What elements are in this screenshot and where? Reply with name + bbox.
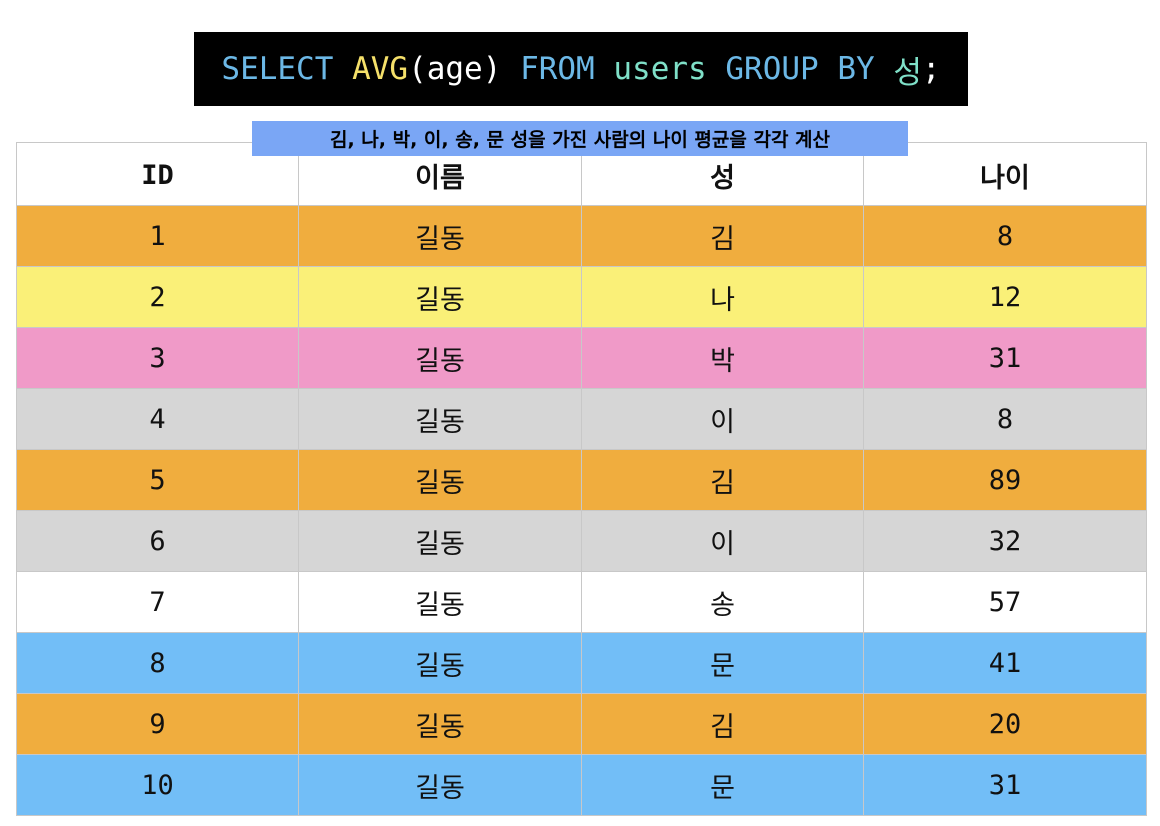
table-row: 3 길동 박 31 (16, 327, 1147, 389)
cell-age: 89 (863, 449, 1147, 511)
cell-id: 10 (16, 754, 299, 816)
table-row: 4 길동 이 8 (16, 388, 1147, 450)
cell-age: 41 (863, 632, 1147, 694)
cell-surname: 나 (581, 266, 864, 328)
cell-name: 길동 (298, 266, 582, 328)
cell-id: 3 (16, 327, 299, 389)
table-row: 7 길동 송 57 (16, 571, 1147, 633)
cell-name: 길동 (298, 632, 582, 694)
cell-age: 31 (863, 327, 1147, 389)
cell-id: 1 (16, 205, 299, 267)
sql-query-banner: SELECT AVG (age) FROM users GROUP BY 성; (194, 32, 968, 106)
sql-group-by-keyword: GROUP BY (725, 51, 875, 87)
cell-surname: 문 (581, 754, 864, 816)
sql-table-name: users (613, 51, 707, 87)
cell-surname: 이 (581, 510, 864, 572)
query-caption: 김, 나, 박, 이, 송, 문 성을 가진 사람의 나이 평균을 각각 계산 (252, 121, 908, 156)
table-body: 1 길동 김 8 2 길동 나 12 3 길동 박 31 4 길동 이 8 5 길동 김 89 6 길동 이 32 7 길동 송 57… (16, 205, 1147, 816)
cell-id: 5 (16, 449, 299, 511)
sql-args: (age) (408, 51, 502, 87)
table-row: 2 길동 나 12 (16, 266, 1147, 328)
sql-group-column: 성 (893, 54, 922, 91)
cell-age: 8 (863, 205, 1147, 267)
cell-surname: 문 (581, 632, 864, 694)
table-row: 9 길동 김 20 (16, 693, 1147, 755)
cell-id: 8 (16, 632, 299, 694)
cell-name: 길동 (298, 327, 582, 389)
table-row: 6 길동 이 32 (16, 510, 1147, 572)
cell-surname: 이 (581, 388, 864, 450)
cell-name: 길동 (298, 449, 582, 511)
cell-id: 6 (16, 510, 299, 572)
cell-surname: 박 (581, 327, 864, 389)
sql-from-keyword: FROM (520, 51, 595, 87)
cell-age: 8 (863, 388, 1147, 450)
sql-avg-function: AVG (352, 51, 409, 87)
cell-surname: 김 (581, 205, 864, 267)
cell-name: 길동 (298, 571, 582, 633)
cell-id: 2 (16, 266, 299, 328)
cell-id: 9 (16, 693, 299, 755)
table-row: 8 길동 문 41 (16, 632, 1147, 694)
cell-age: 31 (863, 754, 1147, 816)
column-header-id: ID (16, 142, 299, 206)
table-row: 10 길동 문 31 (16, 754, 1147, 816)
cell-age: 20 (863, 693, 1147, 755)
cell-name: 길동 (298, 754, 582, 816)
sql-terminator: ; (921, 51, 941, 87)
cell-surname: 김 (581, 693, 864, 755)
cell-name: 길동 (298, 205, 582, 267)
column-header-age: 나이 (863, 142, 1147, 206)
cell-name: 길동 (298, 388, 582, 450)
cell-id: 7 (16, 571, 299, 633)
table-row: 1 길동 김 8 (16, 205, 1147, 267)
cell-id: 4 (16, 388, 299, 450)
table-row: 5 길동 김 89 (16, 449, 1147, 511)
sql-select-keyword: SELECT (221, 51, 334, 87)
cell-age: 32 (863, 510, 1147, 572)
cell-age: 12 (863, 266, 1147, 328)
cell-name: 길동 (298, 510, 582, 572)
cell-name: 길동 (298, 693, 582, 755)
cell-surname: 송 (581, 571, 864, 633)
cell-surname: 김 (581, 449, 864, 511)
cell-age: 57 (863, 571, 1147, 633)
users-table: ID 이름 성 나이 1 길동 김 8 2 길동 나 12 3 길동 박 31 4 길동 이 8 5 길동 김 89 6… (16, 142, 1147, 816)
